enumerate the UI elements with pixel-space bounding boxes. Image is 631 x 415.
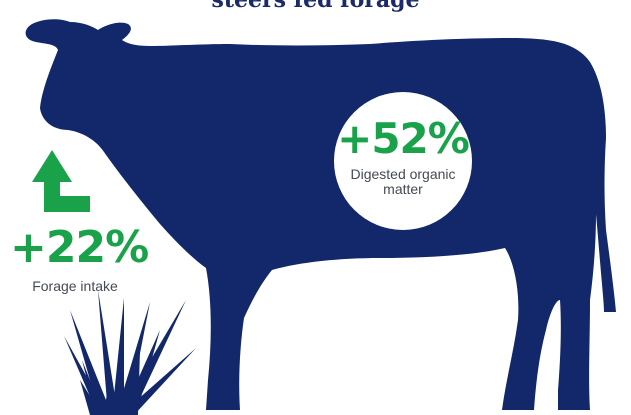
forage-intake-value: +22%	[10, 222, 149, 273]
digested-label-line-2: matter	[383, 181, 423, 197]
forage-intake-label: Forage intake	[32, 278, 118, 294]
digested-label-line-1: Digested organic	[350, 166, 456, 182]
digestion-highlight-circle	[334, 92, 472, 230]
infographic-title: steers fed forage	[211, 0, 420, 13]
digested-organic-matter-value: +52%	[337, 114, 470, 163]
digested-organic-matter-label: Digested organic matter	[334, 167, 472, 197]
